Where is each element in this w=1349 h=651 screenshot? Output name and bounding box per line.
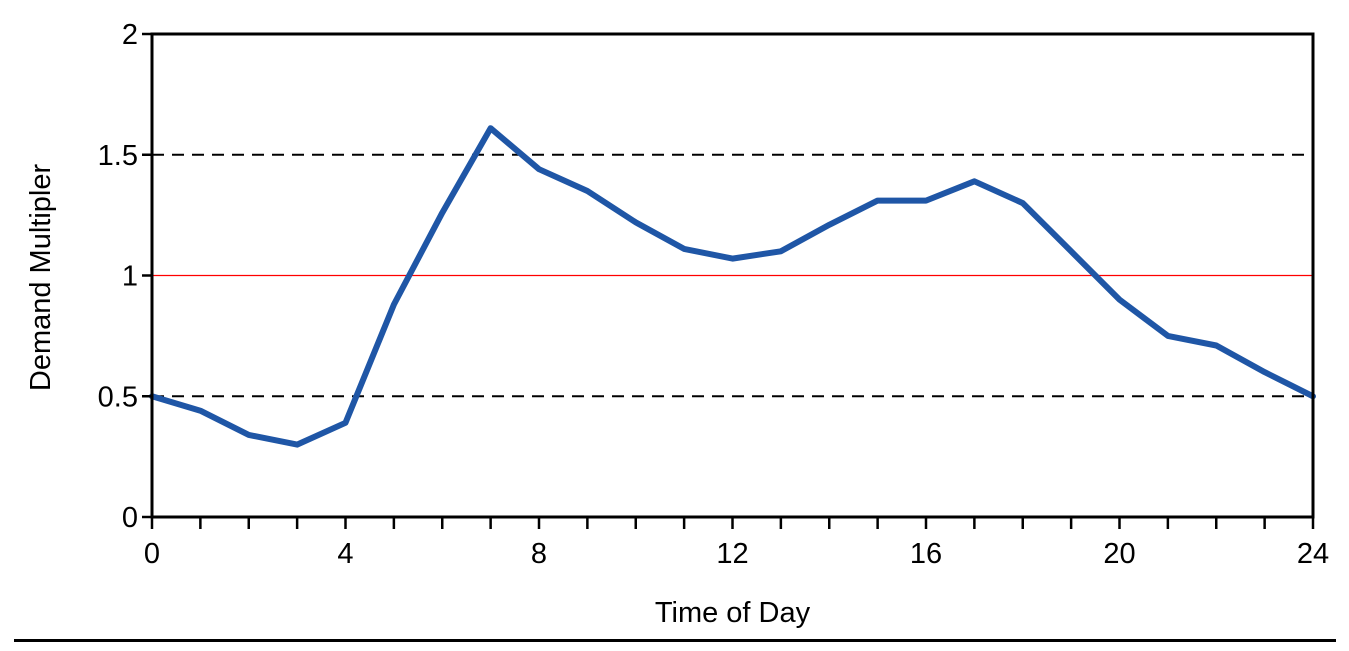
x-tick-label: 16 xyxy=(910,538,942,570)
y-axis-title: Demand Multipler xyxy=(25,164,57,392)
figure-rule xyxy=(14,639,1336,642)
reference-lines xyxy=(152,153,1313,398)
x-tick-label: 20 xyxy=(1103,538,1135,570)
x-axis-title: Time of Day xyxy=(655,597,811,629)
x-axis-ticks: 0 4 8 12 16 20 24 xyxy=(144,517,1329,570)
y-tick-label: 1 xyxy=(122,261,138,293)
x-tick-label: 24 xyxy=(1297,538,1329,570)
x-tick-label: 12 xyxy=(716,538,748,570)
x-tick-label: 0 xyxy=(144,538,160,570)
x-tick-label: 8 xyxy=(531,538,547,570)
x-tick-label: 4 xyxy=(337,538,353,570)
y-axis-ticks: 0 0.5 1 1.5 2 xyxy=(98,19,152,534)
y-tick-label: 1.5 xyxy=(98,140,138,172)
series-layer xyxy=(149,125,1316,448)
y-tick-label: 2 xyxy=(122,19,138,51)
y-tick-label: 0.5 xyxy=(98,381,138,413)
y-tick-label: 0 xyxy=(122,502,138,534)
